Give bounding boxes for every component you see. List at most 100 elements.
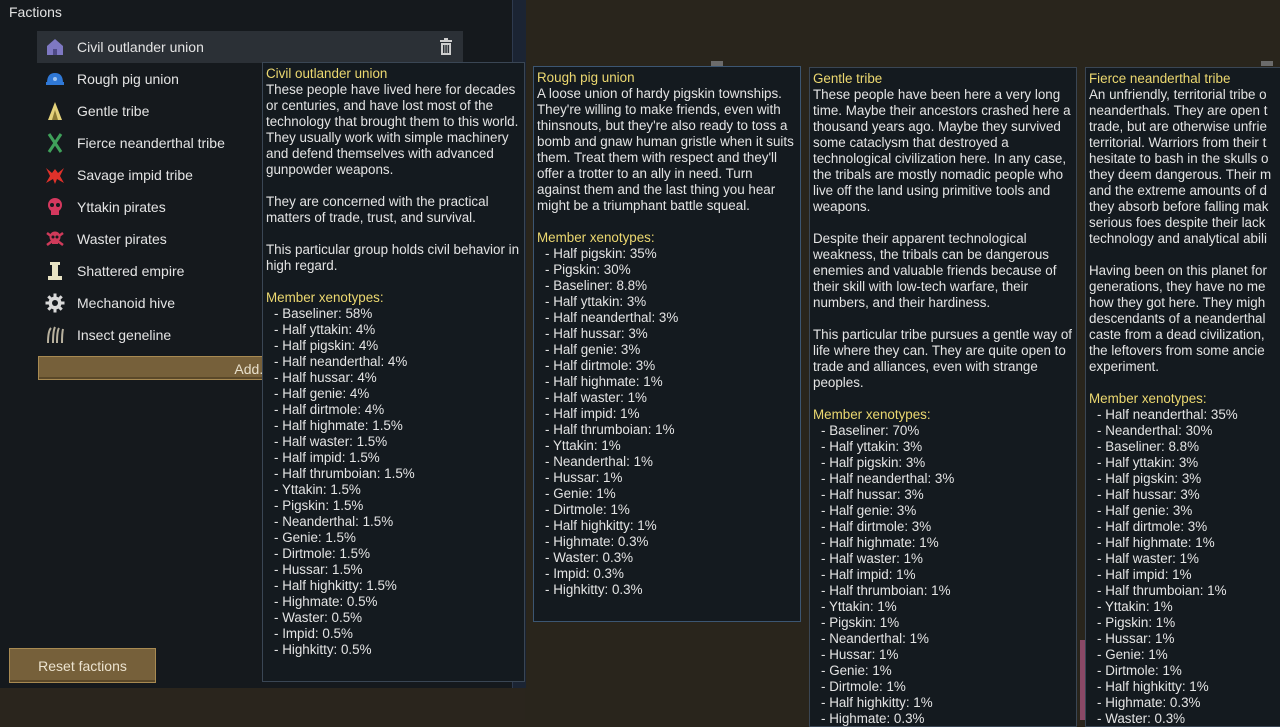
add-faction-button[interactable]: Add...	[38, 356, 278, 380]
xenotype-item: Half thrumboian: 1.5%	[266, 466, 521, 482]
tooltip-paragraph: These people have been here a very long …	[813, 87, 1075, 214]
xenotype-item: Highkitty: 0.5%	[266, 642, 521, 658]
tooltip-paragraph: This particular group holds civil behavi…	[266, 242, 523, 273]
xenotype-item: Half hussar: 4%	[266, 370, 521, 386]
xenotype-item: Impid: 0.5%	[266, 626, 521, 642]
faction-name: Gentle tribe	[77, 103, 150, 119]
tooltip-handle	[1261, 61, 1273, 66]
xenotype-item: Half waster: 1%	[537, 390, 797, 406]
xenotype-item: Half dirtmole: 3%	[813, 519, 1073, 535]
tooltip-title: Fierce neanderthal tribe	[1089, 71, 1231, 86]
faction-row-rough-pig-union[interactable]: Rough pig union	[37, 63, 463, 95]
faction-row-shattered-empire[interactable]: Shattered empire	[37, 255, 463, 287]
xenotype-item: Baseliner: 70%	[813, 423, 1073, 439]
tooltip-paragraph: Having been on this planet for generatio…	[1089, 263, 1267, 374]
xenotype-item: Half thrumboian: 1%	[537, 422, 797, 438]
tooltip-fierce-neanderthal-tribe: Fierce neanderthal tribe An unfriendly, t…	[1085, 67, 1280, 727]
xenotype-item: Yttakin: 1.5%	[266, 482, 521, 498]
xenotype-item: Half waster: 1%	[813, 551, 1073, 567]
xenotype-item: Pigskin: 1.5%	[266, 498, 521, 514]
xenotype-item: Dirtmole: 1%	[1089, 663, 1280, 679]
xenotype-item: Pigskin: 1%	[1089, 615, 1280, 631]
xenotype-item: Half genie: 3%	[1089, 503, 1280, 519]
tooltip-paragraph: Despite their apparent technological wea…	[813, 231, 1061, 310]
xenotype-item: Half impid: 1.5%	[266, 450, 521, 466]
xenotype-item: Waster: 0.3%	[1089, 711, 1280, 726]
faction-row-gentle-tribe[interactable]: Gentle tribe	[37, 95, 463, 127]
tooltip-spacer	[813, 215, 1073, 231]
tooltip-spacer	[813, 311, 1073, 327]
xenotype-item: Hussar: 1%	[813, 647, 1073, 663]
xenotype-item: Waster: 0.5%	[266, 610, 521, 626]
tooltip-spacer	[813, 391, 1073, 407]
faction-name: Savage impid tribe	[77, 167, 193, 183]
xenotype-list: Baseliner: 58%Half yttakin: 4%Half pigsk…	[266, 306, 521, 658]
xenotype-item: Half highmate: 1%	[813, 535, 1073, 551]
faction-name: Waster pirates	[77, 231, 167, 247]
faction-row-waster-pirates[interactable]: Waster pirates	[37, 223, 463, 255]
reset-factions-button[interactable]: Reset factions	[9, 648, 156, 683]
xenotype-item: Half genie: 4%	[266, 386, 521, 402]
faction-row-insect-geneline[interactable]: Insect geneline	[37, 319, 463, 351]
faction-row-civil-outlander-union[interactable]: Civil outlander union	[37, 31, 463, 63]
xenotype-item: Dirtmole: 1%	[813, 679, 1073, 695]
xenotype-item: Highmate: 0.5%	[266, 594, 521, 610]
xenotype-item: Half thrumboian: 1%	[813, 583, 1073, 599]
tooltip-spacer	[1089, 247, 1280, 263]
xenotype-item: Neanderthal: 30%	[1089, 423, 1280, 439]
faction-name: Insect geneline	[77, 327, 172, 343]
faction-name: Mechanoid hive	[77, 295, 176, 311]
faction-row-yttakin-pirates[interactable]: Yttakin pirates	[37, 191, 463, 223]
xenotype-item: Half impid: 1%	[813, 567, 1073, 583]
xenotype-heading: Member xenotypes:	[266, 290, 384, 305]
faction-row-savage-impid-tribe[interactable]: Savage impid tribe	[37, 159, 463, 191]
xenotype-item: Highmate: 0.3%	[813, 711, 1073, 726]
xenotype-item: Half highmate: 1%	[1089, 535, 1280, 551]
faction-list: Civil outlander union Rough pig union Ge…	[37, 31, 463, 351]
tooltip-title: Civil outlander union	[266, 66, 388, 81]
xenotype-item: Pigskin: 1%	[813, 615, 1073, 631]
xenotype-item: Neanderthal: 1.5%	[266, 514, 521, 530]
tooltip-spacer	[266, 274, 521, 290]
xenotype-item: Half neanderthal: 3%	[537, 310, 797, 326]
trash-icon[interactable]	[437, 38, 455, 56]
tooltip-spacer	[1089, 375, 1280, 391]
insect-claw-icon	[44, 324, 66, 346]
neanderthal-icon	[44, 132, 66, 154]
skull-icon	[44, 196, 66, 218]
xenotype-item: Baseliner: 8.8%	[537, 278, 797, 294]
tooltip-gentle-tribe: Gentle tribe These people have been here …	[809, 67, 1077, 727]
xenotype-item: Half waster: 1%	[1089, 551, 1280, 567]
xenotype-item: Half yttakin: 4%	[266, 322, 521, 338]
xenotype-item: Hussar: 1%	[1089, 631, 1280, 647]
tooltip-handle	[711, 61, 723, 66]
xenotype-item: Highmate: 0.3%	[537, 534, 797, 550]
xenotype-item: Neanderthal: 1%	[537, 454, 797, 470]
xenotype-item: Half yttakin: 3%	[537, 294, 797, 310]
pig-helmet-icon	[44, 68, 66, 90]
xenotype-item: Neanderthal: 1%	[813, 631, 1073, 647]
xenotype-item: Half highmate: 1%	[537, 374, 797, 390]
xenotype-item: Half dirtmole: 3%	[1089, 519, 1280, 535]
xenotype-item: Half dirtmole: 4%	[266, 402, 521, 418]
xenotype-item: Highkitty: 0.3%	[537, 582, 797, 598]
faction-name: Fierce neanderthal tribe	[77, 135, 225, 151]
xenotype-item: Yttakin: 1%	[1089, 599, 1280, 615]
xenotype-item: Half neanderthal: 35%	[1089, 407, 1280, 423]
xenotype-item: Half yttakin: 3%	[813, 439, 1073, 455]
xenotype-item: Baseliner: 58%	[266, 306, 521, 322]
xenotype-item: Half highmate: 1.5%	[266, 418, 521, 434]
faction-name: Shattered empire	[77, 263, 185, 279]
xenotype-item: Impid: 0.3%	[537, 566, 797, 582]
portrait-edge	[1080, 640, 1085, 720]
faction-row-mechanoid-hive[interactable]: Mechanoid hive	[37, 287, 463, 319]
xenotype-item: Pigskin: 30%	[537, 262, 797, 278]
tooltip-spacer	[537, 214, 797, 230]
xenotype-item: Half hussar: 3%	[813, 487, 1073, 503]
faction-row-fierce-neanderthal-tribe[interactable]: Fierce neanderthal tribe	[37, 127, 463, 159]
xenotype-item: Genie: 1%	[813, 663, 1073, 679]
panel-title: Factions	[9, 4, 62, 20]
xenotype-item: Half yttakin: 3%	[1089, 455, 1280, 471]
xenotype-item: Yttakin: 1%	[813, 599, 1073, 615]
xenotype-item: Highmate: 0.3%	[1089, 695, 1280, 711]
